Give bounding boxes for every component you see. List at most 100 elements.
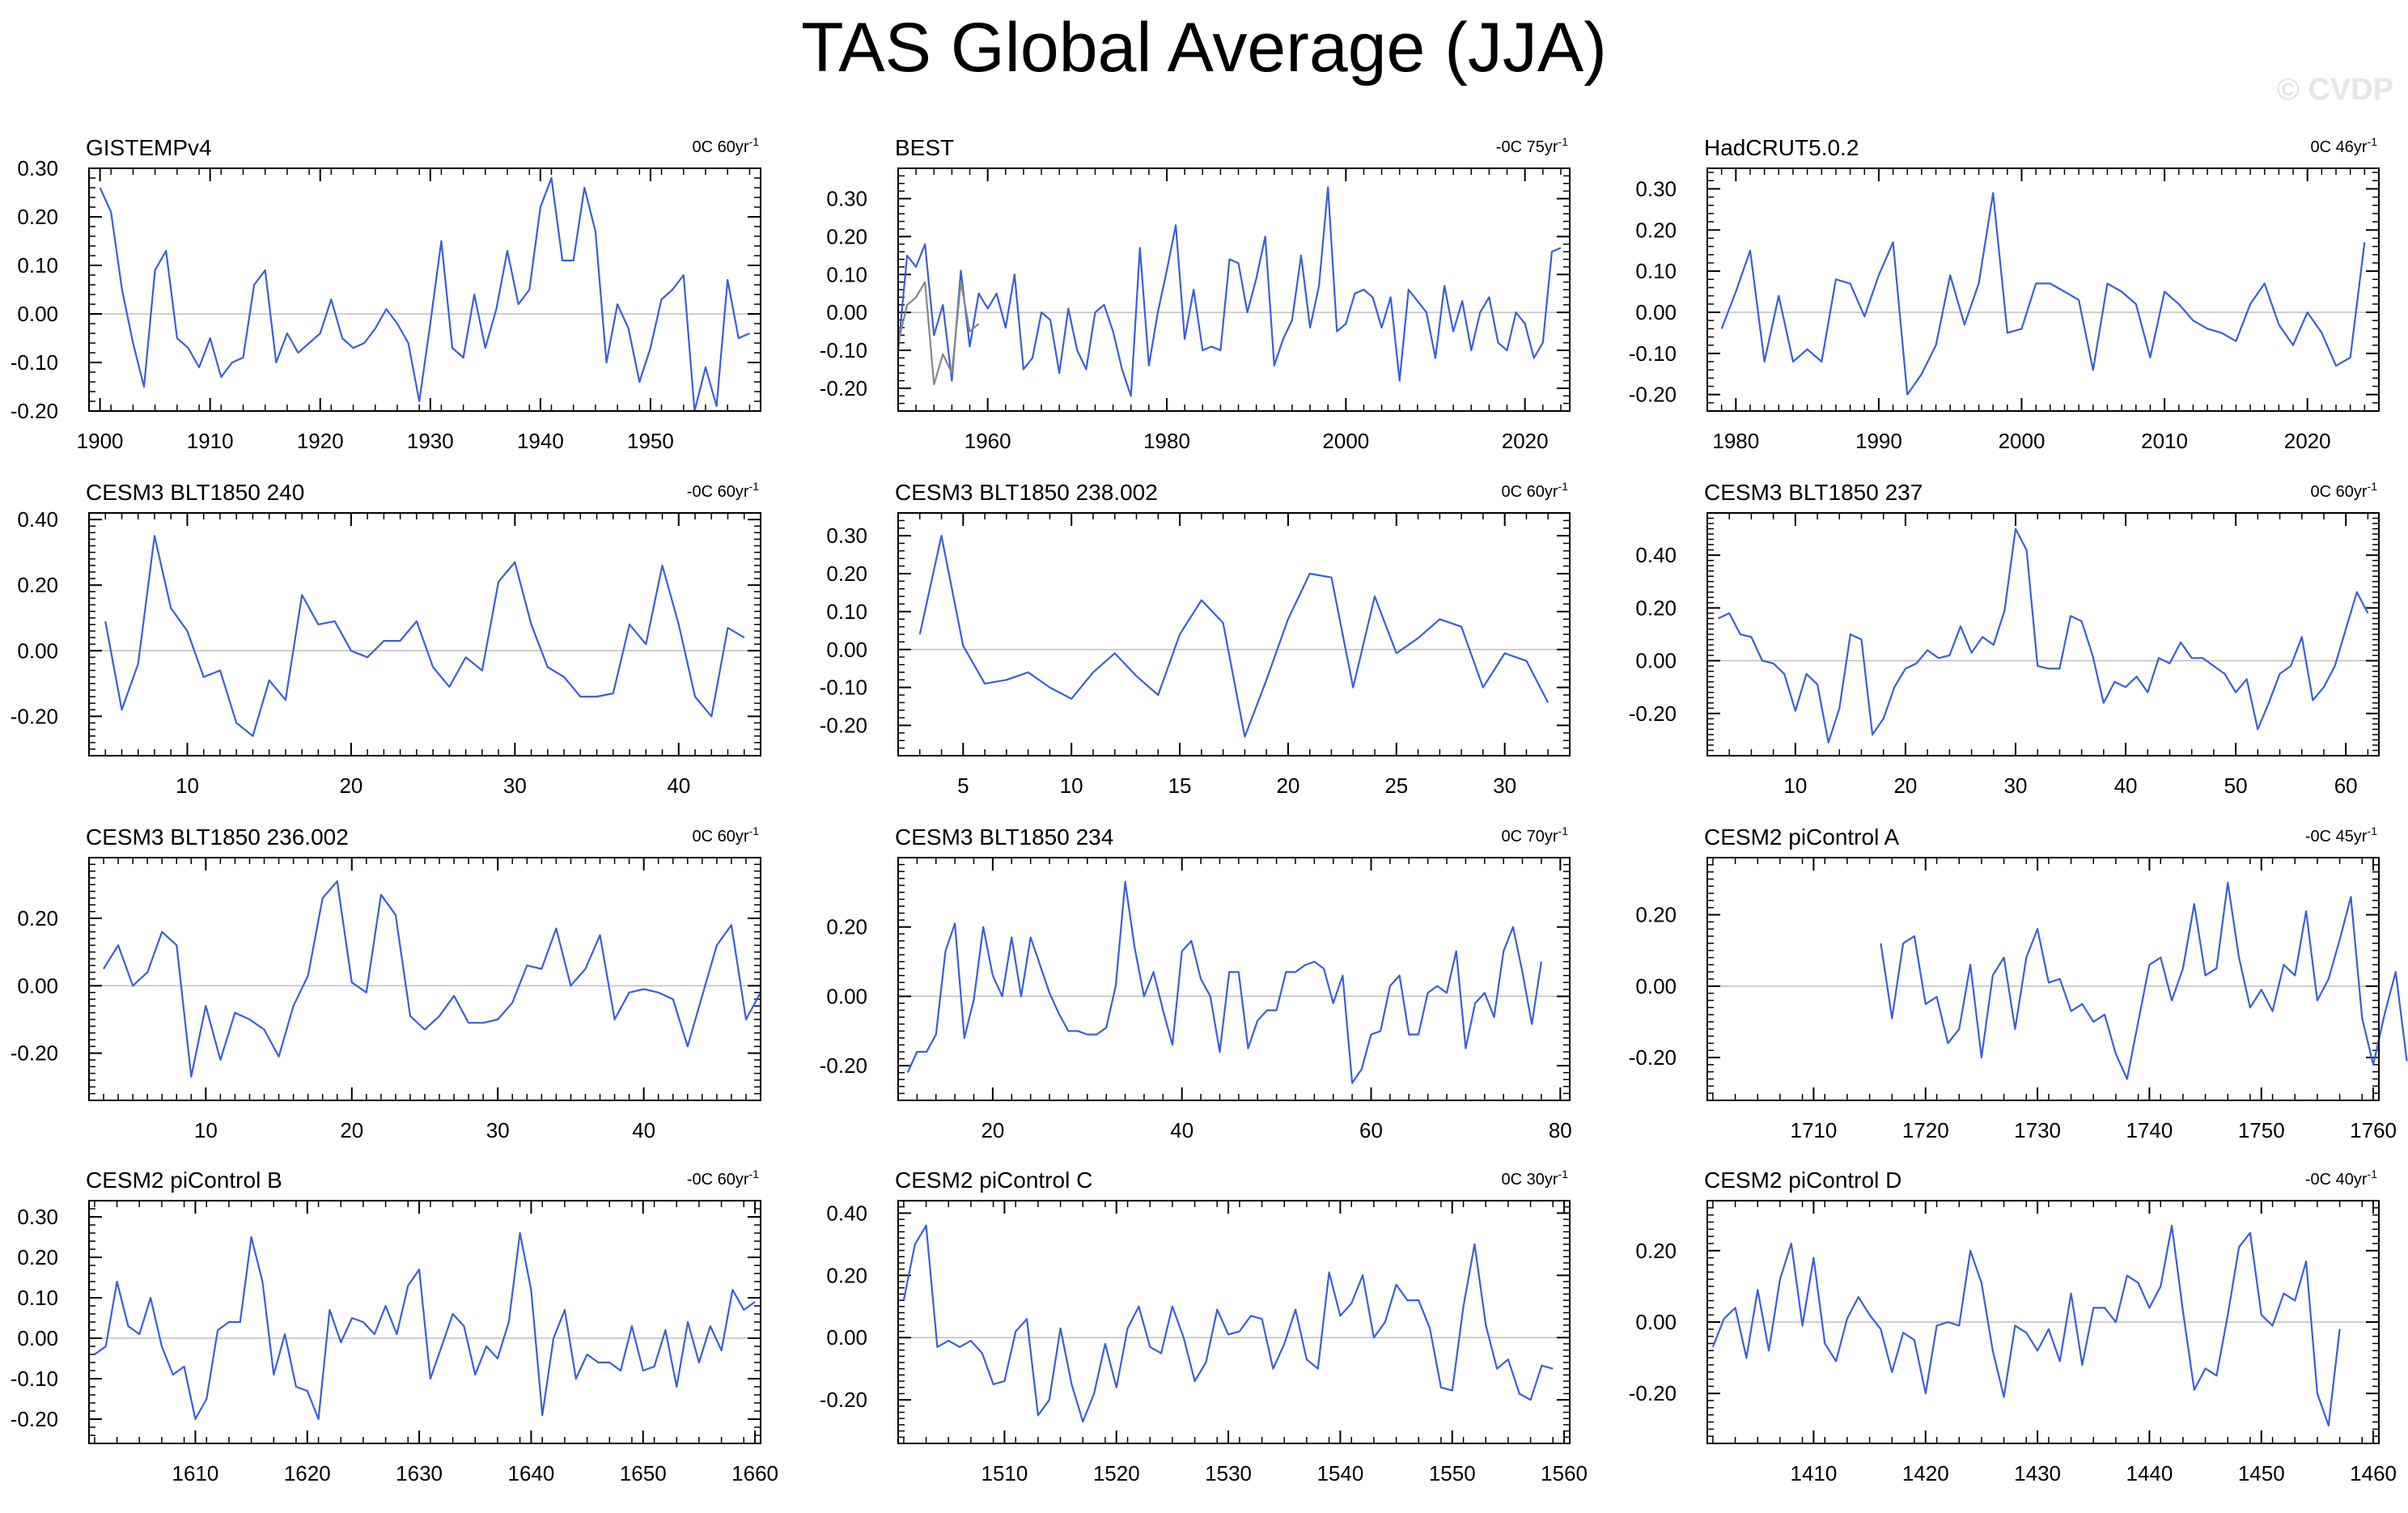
series-line [94, 1231, 756, 1421]
y-tick-label: 0.20 [826, 562, 867, 586]
y-tick-label: -0.20 [11, 1041, 58, 1066]
panel-frame [897, 167, 1571, 412]
x-tick-label: 20 [339, 773, 362, 798]
chart-panel: HadCRUT5.0.2 0C 46yr-1 1980 1990 2000 2010 202… [1629, 135, 2380, 453]
x-tick-label: 25 [1384, 773, 1408, 798]
panel-title: CESM3 BLT1850 240 [86, 480, 304, 505]
x-tick-label: 1510 [981, 1461, 1028, 1485]
x-tick-label: 20 [340, 1118, 363, 1142]
y-tick-label: 0.20 [17, 205, 58, 229]
x-tick-label: 1440 [2126, 1461, 2173, 1485]
x-tick-label: 1610 [172, 1461, 218, 1485]
x-tick-label: 10 [1060, 773, 1083, 798]
panel-frame [897, 512, 1571, 756]
panel-frame [88, 512, 761, 756]
x-tick-label: 5 [957, 773, 969, 798]
chart-panel: CESM2 piControl C 0C 30yr-1 1510 1520 1530 15… [820, 1168, 1588, 1485]
chart-panel: CESM2 piControl D -0C 40yr-1 1410 1420 1430 1… [1629, 1168, 2397, 1485]
x-tick-label: 1550 [1429, 1461, 1476, 1485]
x-tick-label: 2000 [1999, 429, 2046, 453]
x-tick-label: 1910 [187, 429, 234, 453]
x-tick-label: 2020 [1502, 429, 1549, 453]
x-tick-label: 1460 [2350, 1461, 2397, 1485]
panel-title: CESM3 BLT1850 234 [895, 824, 1113, 850]
y-tick-label: -0.20 [1629, 701, 1677, 726]
x-tick-label: 1640 [507, 1461, 554, 1485]
x-tick-label: 1980 [1143, 429, 1190, 453]
y-tick-label: -0.20 [820, 1053, 867, 1078]
x-tick-label: 40 [632, 1118, 655, 1142]
panel-frame [1706, 857, 2380, 1101]
secondary-series-line [897, 281, 980, 386]
trend-label: 0C 60yr-1 [693, 135, 760, 156]
y-tick-label: -0.20 [11, 399, 58, 423]
x-tick-label: 1710 [1790, 1118, 1837, 1142]
y-tick-label: 0.20 [1635, 903, 1677, 927]
x-tick-label: 40 [2114, 773, 2138, 798]
x-tick-label: 40 [1170, 1118, 1193, 1142]
y-tick-label: 0.00 [17, 302, 58, 326]
x-tick-label: 15 [1168, 773, 1192, 798]
y-tick-label: 0.00 [17, 1326, 58, 1350]
trend-label: -0C 40yr-1 [2305, 1168, 2377, 1189]
x-tick-label: 1900 [77, 429, 124, 453]
series-line [99, 176, 750, 413]
x-tick-label: 30 [486, 1118, 510, 1142]
series-line [902, 1224, 1554, 1423]
x-tick-label: 1450 [2238, 1461, 2285, 1485]
panel-title: CESM3 BLT1850 237 [1704, 480, 1923, 505]
y-tick-label: 0.00 [17, 973, 58, 998]
y-tick-label: 0.40 [1635, 543, 1677, 567]
x-tick-label: 30 [1493, 773, 1516, 798]
x-tick-label: 2020 [2284, 429, 2331, 453]
panel-frame [88, 1200, 761, 1444]
x-tick-label: 20 [981, 1118, 1004, 1142]
y-tick-label: 0.20 [826, 915, 867, 939]
x-tick-label: 1660 [731, 1461, 778, 1485]
panel-title: CESM2 piControl D [1704, 1168, 1901, 1193]
x-tick-label: 1520 [1093, 1461, 1140, 1485]
y-tick-label: -0.20 [11, 1407, 58, 1431]
y-tick-label: 0.30 [17, 156, 58, 180]
trend-label: 0C 60yr-1 [1502, 480, 1569, 501]
x-tick-label: 1730 [2014, 1118, 2061, 1142]
chart-panel: GISTEMPv4 0C 60yr-1 1900 1910 1920 1930 1940 19… [11, 135, 761, 453]
panel-frame [1706, 1200, 2380, 1444]
chart-panel: CESM3 BLT1850 238.002 0C 60yr-1 5 10 15 20 25 3… [820, 480, 1571, 798]
panel-title: HadCRUT5.0.2 [1704, 135, 1859, 160]
series-line [1880, 881, 2408, 1080]
x-tick-label: 1760 [2350, 1118, 2397, 1142]
chart-panel: CESM3 BLT1850 237 0C 60yr-1 10 20 30 40 50 60 -0… [1629, 480, 2380, 798]
chart-panel: BEST -0C 75yr-1 1960 1980 2000 2020 -0.20 -0.10… [820, 135, 1571, 453]
panel-frame [1706, 512, 2380, 756]
x-tick-label: 10 [1783, 773, 1807, 798]
y-tick-label: 0.30 [826, 523, 867, 548]
x-tick-label: 30 [2004, 773, 2028, 798]
chart-panel: CESM3 BLT1850 240 -0C 60yr-1 10 20 30 40 -0.20… [11, 480, 761, 798]
y-tick-label: -0.10 [11, 1367, 58, 1391]
chart-panel: CESM2 piControl A -0C 45yr-1 1710 1720 1730 1… [1629, 824, 2408, 1142]
y-tick-label: 0.00 [826, 984, 867, 1008]
x-tick-label: 1420 [1902, 1461, 1949, 1485]
x-tick-label: 1620 [284, 1461, 331, 1485]
y-tick-label: 0.20 [17, 906, 58, 930]
trend-label: 0C 30yr-1 [1502, 1168, 1569, 1189]
trend-label: -0C 60yr-1 [687, 480, 759, 501]
panel-title: CESM3 BLT1850 238.002 [895, 480, 1158, 505]
y-tick-label: 0.30 [17, 1205, 58, 1229]
panel-title: BEST [895, 135, 954, 160]
y-tick-label: 0.00 [17, 638, 58, 663]
y-tick-label: 0.10 [826, 600, 867, 624]
series-line [897, 186, 1562, 397]
trend-label: -0C 60yr-1 [687, 1168, 759, 1189]
series-line [1711, 1224, 2341, 1427]
panel-frame [897, 1200, 1571, 1444]
y-tick-label: -0.20 [1629, 1381, 1677, 1405]
y-tick-label: -0.20 [1629, 1045, 1677, 1070]
x-tick-label: 1920 [297, 429, 344, 453]
x-tick-label: 1630 [396, 1461, 443, 1485]
panel-frame [897, 857, 1571, 1101]
y-tick-label: -0.20 [11, 704, 58, 728]
y-tick-label: 0.20 [826, 1263, 867, 1287]
x-tick-label: 20 [1893, 773, 1917, 798]
